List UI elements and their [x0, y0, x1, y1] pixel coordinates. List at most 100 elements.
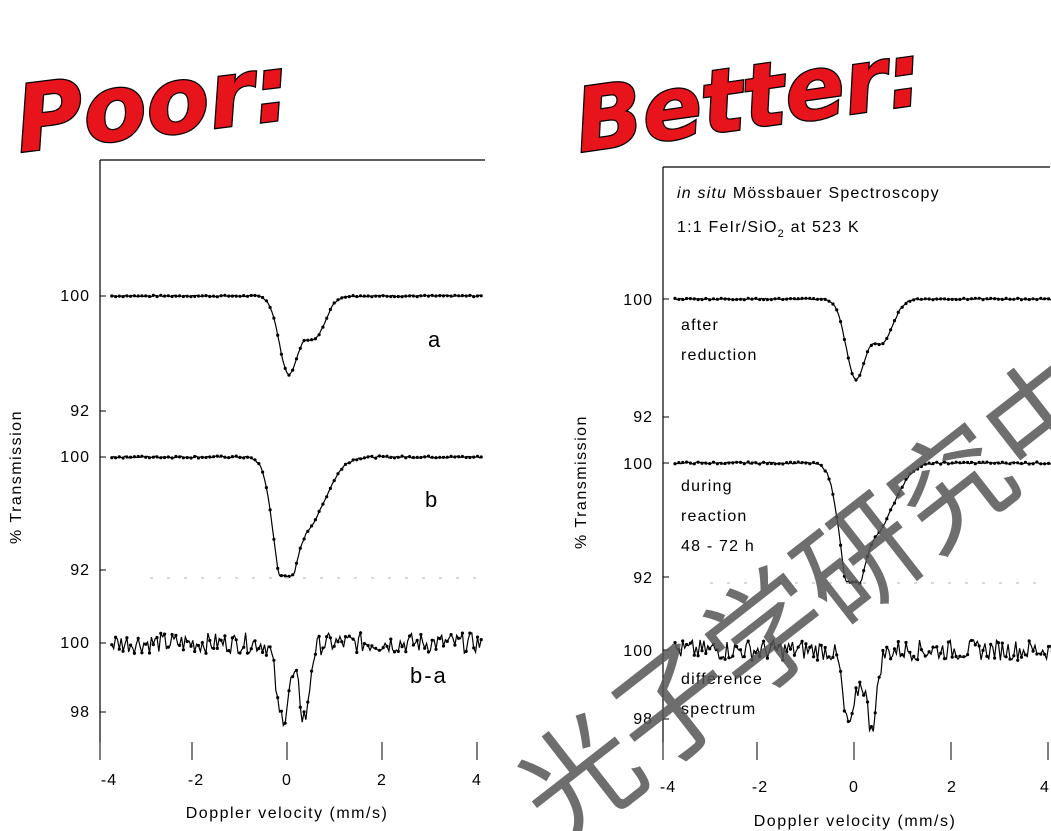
spectrum-point: [862, 693, 866, 697]
spectrum-point: [196, 456, 201, 460]
spectrum-point: [351, 637, 355, 641]
spectrum-point: [916, 297, 920, 301]
spectrum-point: [196, 643, 201, 648]
spectrum-point: [704, 296, 708, 301]
spectrum-point: [912, 654, 916, 658]
spectrum-point: [923, 654, 927, 658]
spectrum-point: [426, 454, 431, 458]
spectrum-point: [374, 294, 378, 298]
spectrum-point: [881, 524, 885, 528]
spectrum-point: [332, 479, 336, 483]
spectrum-point: [468, 293, 472, 297]
spectrum-point: [204, 294, 208, 298]
spectrum-point: [385, 294, 389, 298]
spectrum-point: [711, 642, 716, 647]
spectrum-point: [114, 456, 118, 460]
spectrum-point: [291, 368, 295, 372]
spectrum-point: [711, 460, 716, 464]
spectrum-point: [750, 297, 754, 301]
spectrum-point: [919, 297, 924, 301]
spectrum-point: [735, 460, 739, 464]
spectrum-point: [1019, 461, 1024, 466]
spectrum-point: [381, 646, 385, 650]
spectrum-point: [204, 455, 208, 460]
spectrum-point: [219, 454, 223, 458]
spectrum-point: [147, 294, 152, 299]
spectrum-point: [472, 646, 476, 650]
spectrum-point: [969, 297, 974, 301]
left-label-ba: b-a: [410, 663, 448, 688]
spectrum-point: [773, 297, 777, 301]
spectrum-point: [185, 639, 189, 644]
spectrum-point: [291, 675, 295, 679]
spectrum-point: [731, 298, 735, 302]
spectrum-point: [283, 721, 287, 725]
spectrum-point: [181, 648, 185, 652]
spectrum-point: [328, 486, 332, 490]
spectrum-point: [219, 294, 223, 298]
spectrum-point: [377, 454, 382, 458]
spectrum-point: [850, 580, 854, 584]
spectrum-point: [916, 467, 920, 471]
spectrum-point: [163, 632, 167, 636]
left-label-b: b: [425, 487, 439, 512]
spectrum-point: [253, 639, 257, 643]
spectrum-point: [370, 295, 374, 299]
right-y-axis-title: % Transmission: [573, 415, 590, 549]
spectrum-point: [374, 646, 378, 650]
spectrum-point: [475, 294, 480, 298]
spectrum-point: [1000, 297, 1004, 301]
spectrum-point: [738, 648, 743, 652]
spectrum-point: [758, 297, 762, 302]
spectrum-point: [958, 297, 962, 301]
spectrum-point: [1046, 461, 1051, 465]
left-spectrum-a: [110, 293, 483, 377]
spectrum-point: [343, 295, 348, 299]
spectrum-point: [140, 294, 144, 298]
spectrum-point: [144, 294, 148, 298]
spectrum-point: [189, 295, 193, 299]
spectrum-point: [792, 653, 797, 657]
spectrum-point: [196, 294, 201, 298]
spectrum-point: [858, 680, 862, 684]
spectrum-point: [362, 294, 366, 298]
spectrum-point: [719, 296, 723, 300]
spectrum-point: [673, 462, 677, 466]
spectrum-point: [804, 296, 808, 300]
spectrum-point: [881, 648, 885, 653]
spectrum-point: [700, 297, 704, 302]
spectrum-point: [892, 647, 897, 651]
left-panel: % Transmission Doppler velocity (mm/s) 1…: [8, 159, 485, 822]
spectrum-point: [449, 454, 453, 458]
right-label-during: during: [681, 478, 733, 495]
spectrum-point: [457, 636, 461, 640]
spectrum-point: [129, 294, 133, 298]
spectrum-point: [174, 633, 178, 638]
spectrum-point: [758, 654, 762, 659]
spectrum-point: [865, 350, 870, 354]
spectrum-point: [347, 634, 351, 638]
spectrum-point: [812, 460, 816, 465]
spectrum-point: [321, 646, 325, 650]
right-ytick-2-92: 92: [633, 570, 653, 587]
spectrum-point: [719, 461, 723, 465]
spectrum-point: [946, 297, 951, 301]
spectrum-point: [1000, 460, 1004, 464]
spectrum-point: [468, 455, 472, 460]
spectrum-point: [1016, 658, 1020, 662]
spectrum-point: [758, 462, 762, 466]
spectrum-point: [121, 649, 125, 653]
spectrum-point: [696, 654, 700, 658]
spectrum-point: [208, 638, 212, 643]
spectrum-point: [287, 373, 291, 377]
spectrum-point: [317, 509, 321, 513]
spectrum-point: [808, 462, 812, 466]
spectrum-point: [692, 653, 696, 657]
spectrum-point: [715, 462, 720, 466]
spectrum-point: [1046, 644, 1051, 649]
spectrum-point: [151, 642, 155, 647]
spectrum-point: [923, 297, 927, 301]
spectrum-point: [708, 647, 712, 651]
spectrum-point: [919, 464, 924, 469]
spectrum-point: [362, 642, 366, 646]
